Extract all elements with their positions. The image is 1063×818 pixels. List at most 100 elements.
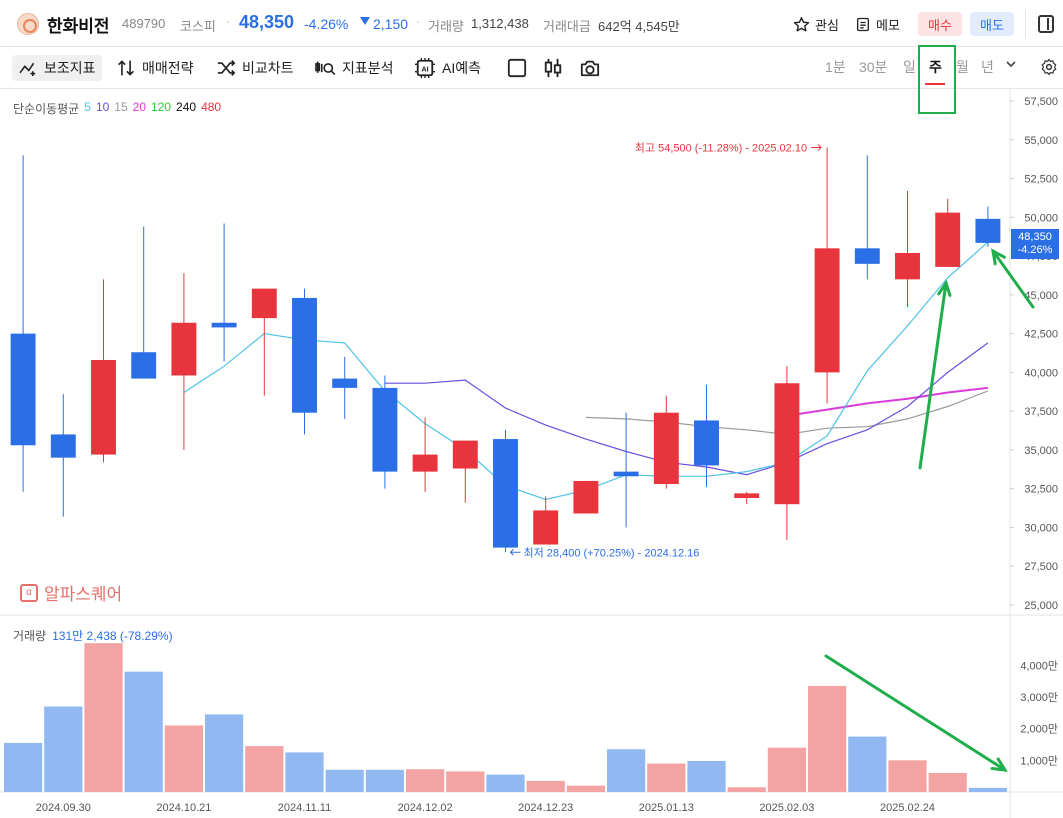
candle-body	[573, 480, 599, 514]
change-amount: 2,150	[373, 16, 409, 32]
indicator-button[interactable]: 보조지표	[12, 55, 102, 81]
y-tick-label: 50,000	[1024, 212, 1058, 224]
price-tag-value: 48,350	[1018, 231, 1052, 243]
y-tick-label: 32,500	[1024, 484, 1058, 496]
chart-type-button[interactable]	[539, 55, 567, 81]
annotation-arrow-price	[991, 249, 1035, 309]
memo-button[interactable]: 메모	[855, 12, 900, 36]
chevron-down-icon[interactable]	[1005, 58, 1017, 73]
market-label: 코스피	[180, 19, 216, 34]
volume-bar	[365, 769, 404, 792]
volume-bar	[848, 736, 887, 792]
candle-body	[814, 248, 840, 373]
candle-body	[935, 212, 961, 267]
sort-arrows-icon	[118, 60, 134, 76]
volume-bar	[325, 769, 364, 792]
alpha-logo-icon: α	[20, 583, 38, 602]
side-panel-icon[interactable]	[1038, 15, 1054, 33]
change-rate: -4.26%	[304, 16, 349, 32]
candle-body	[694, 420, 719, 466]
volume-bar	[245, 746, 284, 792]
y-tick-label: 25,000	[1024, 600, 1058, 612]
x-tick-label: 2024.10.21	[156, 802, 211, 814]
period-month[interactable]: 월	[956, 59, 969, 75]
annotation-arrow-volume-head	[990, 757, 1008, 772]
volume-bar	[124, 671, 163, 792]
x-tick-label: 2024.11.11	[278, 802, 331, 814]
ma480-legend: 480	[201, 100, 222, 114]
volume-legend-label: 거래량	[13, 629, 47, 643]
ai-chip-icon: AI	[415, 58, 435, 78]
volume-bar	[285, 752, 324, 792]
x-tick-label: 2024.12.02	[398, 802, 453, 814]
indicator-label: 보조지표	[44, 60, 96, 76]
candle-body	[493, 439, 518, 548]
y-tick-label: 52,500	[1024, 174, 1058, 186]
trade-strategy-button[interactable]: 매매전략	[112, 55, 198, 81]
price-chart[interactable]: 57,50055,00052,50050,00047,50045,00042,5…	[0, 89, 1063, 818]
y-tick-label: 37,500	[1024, 406, 1058, 418]
memo-label: 메모	[876, 17, 900, 33]
svg-text:AI: AI	[421, 65, 428, 74]
x-tick-label: 2025.02.03	[759, 802, 814, 814]
period-week[interactable]: 주	[929, 59, 942, 75]
candle-body	[653, 412, 679, 485]
ma15-legend: 15	[114, 100, 128, 114]
candle-body	[412, 454, 438, 472]
candle-body	[372, 387, 398, 472]
volume-bar	[205, 714, 244, 792]
candlestick-icon	[544, 58, 562, 78]
volume-bar	[647, 763, 686, 792]
buy-button[interactable]: 매수	[918, 12, 962, 36]
y-tick-label: 55,000	[1024, 135, 1058, 147]
volume-value: 1,312,438	[471, 16, 529, 31]
volume-bar	[44, 706, 83, 792]
amount-label: 거래대금	[543, 19, 591, 34]
volume-bar	[84, 643, 123, 792]
draw-box-button[interactable]	[503, 55, 531, 81]
stock-code: 489790	[122, 16, 166, 31]
volume-tick-label: 3,000만	[1020, 691, 1058, 704]
screenshot-button[interactable]	[575, 55, 605, 81]
current-price-tag: 48,350 -4.26%	[1011, 229, 1059, 259]
high-price-note: 최고 54,500 (-11.28%) - 2025.02.10	[635, 142, 807, 155]
ma-legend-title: 단순이동평균	[13, 102, 80, 116]
chart-toolbar: 보조지표 매매전략 비교차트 지표분석 AI AI예측 1분 30분 일 주 월…	[0, 47, 1063, 89]
separator-dot: ·	[416, 14, 421, 29]
ai-forecast-label: AI예측	[442, 60, 481, 76]
indicator-analysis-button[interactable]: 지표분석	[310, 55, 398, 81]
period-30min[interactable]: 30분	[859, 59, 888, 75]
compare-chart-button[interactable]: 비교차트	[212, 55, 298, 81]
period-day[interactable]: 일	[903, 59, 916, 75]
star-icon	[793, 16, 810, 32]
square-icon	[507, 58, 527, 78]
down-triangle-icon	[360, 17, 370, 25]
x-tick-label: 2025.02.24	[880, 802, 935, 814]
period-1min[interactable]: 1분	[825, 59, 846, 75]
volume-bar	[486, 774, 525, 792]
volume-bar	[4, 742, 43, 792]
period-year[interactable]: 년	[981, 59, 994, 75]
volume-bar	[406, 769, 445, 792]
favorite-button[interactable]: 관심	[793, 12, 839, 36]
header-divider	[1025, 10, 1026, 38]
y-tick-label: 40,000	[1024, 367, 1058, 379]
sell-button[interactable]: 매도	[970, 12, 1014, 36]
gear-icon[interactable]	[1040, 58, 1058, 76]
camera-icon	[580, 60, 600, 77]
ma240-legend: 240	[176, 100, 197, 114]
ma20-legend: 20	[132, 100, 147, 114]
annotation-arrow-up-head	[937, 279, 952, 297]
stock-header: 한화비전 489790 코스피 · 48,350 -4.26% 2,150 · …	[0, 0, 1063, 47]
volume-bar	[446, 771, 485, 792]
volume-bar	[767, 747, 806, 792]
price-tag-rate: -4.26%	[1017, 244, 1053, 256]
candle-body	[131, 352, 157, 379]
candle-body	[975, 218, 1001, 243]
y-tick-label: 35,000	[1024, 445, 1058, 457]
ai-forecast-button[interactable]: AI AI예측	[410, 55, 485, 81]
volume-tick-label: 2,000만	[1020, 723, 1058, 736]
shuffle-icon	[217, 60, 236, 76]
y-tick-label: 27,500	[1024, 561, 1058, 573]
period-active-underline	[925, 83, 945, 85]
